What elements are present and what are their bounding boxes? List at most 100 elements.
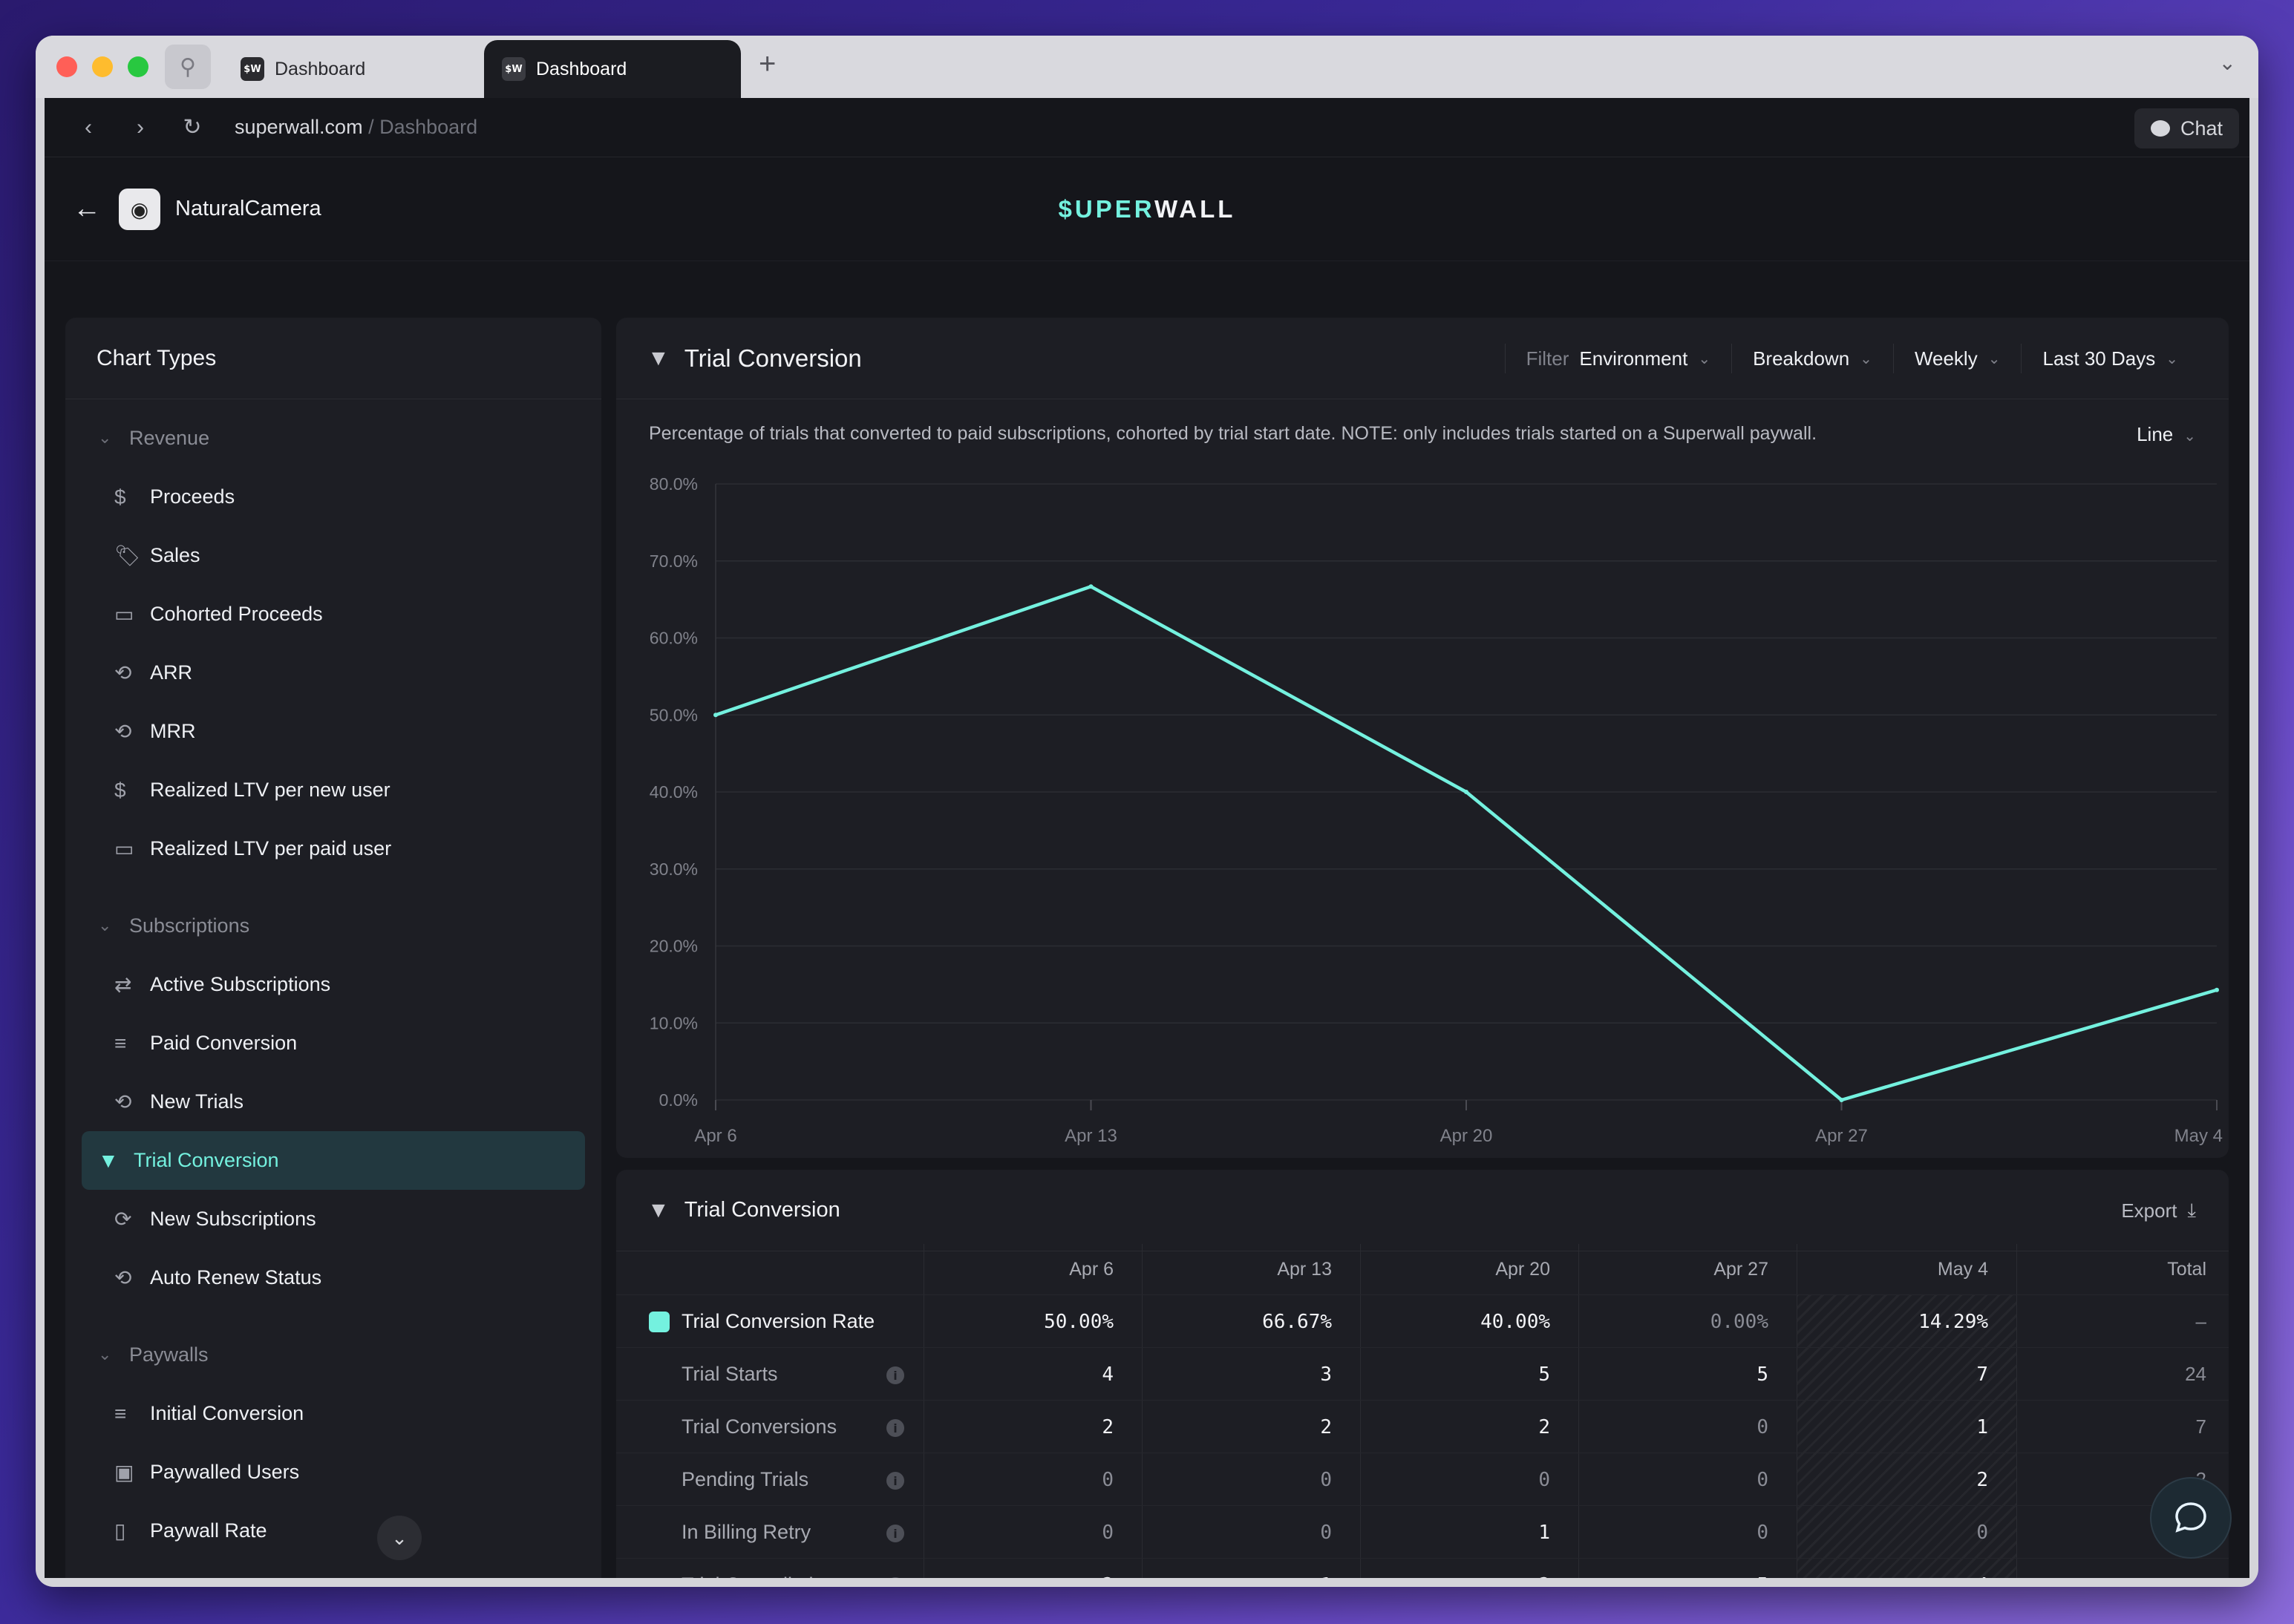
export-label: Export (2121, 1199, 2177, 1222)
sidebar-item-trial-conversion[interactable]: ▼ Trial Conversion (82, 1131, 585, 1190)
column-header[interactable]: Apr 6 (1069, 1258, 1114, 1280)
close-window-button[interactable] (56, 56, 77, 77)
info-icon[interactable]: i (886, 1419, 904, 1437)
table-card: ▼ Trial Conversion Export ⤓ Apr 6 Apr 13 Ap… (616, 1170, 2229, 1578)
filter-value: Environment (1579, 347, 1688, 370)
url-host: superwall.com (235, 116, 363, 138)
sidebar-item-new-subscriptions[interactable]: ⟳ New Subscriptions (82, 1190, 585, 1248)
table-cell: 2 (1102, 1415, 1114, 1438)
column-header[interactable]: May 4 (1937, 1258, 1988, 1280)
sidebar-item-paywall-rate[interactable]: ▯ Paywall Rate (82, 1502, 585, 1560)
sidebar-item-paywalled-users[interactable]: ▣ Paywalled Users (82, 1443, 585, 1502)
sidebar-item-active-subscriptions[interactable]: ⇄ Active Subscriptions (82, 955, 585, 1014)
sidebar-item-proceeds[interactable]: $ Proceeds (82, 468, 585, 526)
sidebar-item-label: Paywall Rate (150, 1519, 267, 1542)
browser-tab-2[interactable]: $W Dashboard (484, 40, 741, 98)
sidebar-group-paywalls[interactable]: ⌄ Paywalls (65, 1325, 601, 1384)
table-cell: 0 (1757, 1415, 1768, 1438)
column-header[interactable]: Apr 20 (1495, 1258, 1550, 1280)
table-cell: 7 (1976, 1363, 1988, 1386)
sidebar-item-auto-renew-status[interactable]: ⟲ Auto Renew Status (82, 1248, 585, 1307)
browser-tab-1[interactable]: $W Dashboard (223, 40, 512, 98)
table-cell: 14 (2013, 1559, 2206, 1578)
sidebar-item-realized-ltv-per-new-user[interactable]: $ Realized LTV per new user (82, 761, 585, 819)
sidebar-item-label: ARR (150, 661, 193, 684)
sidebar-item-icon: ⟲ (114, 720, 132, 743)
table-cell: 0 (1102, 1521, 1114, 1544)
table-cell: 24 (2185, 1363, 2206, 1385)
sidebar-item-label: Trial Conversion (134, 1149, 279, 1171)
chevron-down-icon[interactable]: ⌄ (2218, 51, 2236, 74)
interval-dropdown[interactable]: Weekly ⌄ (1892, 344, 2022, 373)
chart-type-select[interactable]: Line ⌄ (2137, 423, 2196, 446)
chat-label: Chat (2180, 117, 2223, 140)
table-cell: 0 (1320, 1521, 1332, 1544)
brand-rest: WALL (1154, 194, 1236, 223)
sidebar-item-realized-ltv-per-paid-user[interactable]: ▭ Realized LTV per paid user (82, 819, 585, 878)
support-chat-button[interactable] (2150, 1477, 2232, 1559)
tab-label: Dashboard (536, 58, 627, 79)
filter-label: Filter (1526, 347, 1569, 370)
column-header[interactable]: Apr 27 (1713, 1258, 1768, 1280)
sidebar-item-icon: ⟲ (114, 661, 132, 684)
sidebar-item-label: Paid Conversion (150, 1032, 298, 1054)
table-cell: 2 (1357, 1559, 1550, 1579)
camera-app-icon: ◉ (119, 189, 160, 230)
scroll-down-icon[interactable]: ⌄ (377, 1516, 422, 1560)
sidebar-item-mrr[interactable]: ⟲ MRR (82, 702, 585, 761)
chart-card: ▼ Trial Conversion Filter Environment ⌄ Br… (616, 318, 2229, 1158)
table-cell: 4 (1795, 1559, 1988, 1579)
back-nav-icon[interactable]: ‹ (85, 114, 92, 140)
table-row: Trial Starts i 4 3 5 5 7 24 (616, 1347, 2229, 1400)
back-arrow-icon[interactable]: ← (73, 193, 101, 224)
forward-nav-icon[interactable]: › (137, 114, 144, 140)
table-cell: 14.29% (1918, 1310, 1988, 1333)
column-header[interactable]: Apr 13 (1277, 1258, 1332, 1280)
pin-icon[interactable]: ⚲ (165, 45, 211, 89)
sidebar-item-icon: ⟲ (114, 1090, 132, 1113)
export-button[interactable]: Export ⤓ (2121, 1170, 2196, 1251)
sidebar-item-paywall-conversion[interactable]: ▤Paywall Conversion (82, 1560, 585, 1578)
x-tick-label: May 4 (2174, 1126, 2223, 1146)
new-tab-button[interactable]: + (759, 48, 777, 80)
chevron-down-icon: ⌄ (1987, 350, 2001, 367)
column-divider (2016, 1244, 2017, 1578)
chat-button[interactable]: Chat (2134, 108, 2239, 148)
sidebar-item-paid-conversion[interactable]: ≡ Paid Conversion (82, 1014, 585, 1073)
sidebar-item-cohorted-proceeds[interactable]: ▭ Cohorted Proceeds (82, 585, 585, 644)
series-swatch[interactable] (649, 1312, 670, 1332)
x-tick-label: Apr 20 (1440, 1126, 1493, 1146)
sidebar-group-revenue[interactable]: ⌄ Revenue (65, 408, 601, 468)
sidebar-item-new-trials[interactable]: ⟲ New Trials (82, 1073, 585, 1131)
info-icon[interactable]: i (886, 1525, 904, 1542)
filter-dropdown[interactable]: Filter Environment ⌄ (1504, 344, 1732, 373)
y-tick-label: 70.0% (650, 551, 698, 571)
reload-icon[interactable]: ↻ (183, 115, 202, 140)
sidebar-item-label: Auto Renew Status (150, 1266, 322, 1289)
column-header[interactable]: Total (2167, 1258, 2206, 1280)
info-icon[interactable]: i (886, 1472, 904, 1490)
info-icon[interactable]: i (886, 1366, 904, 1384)
sidebar-item-arr[interactable]: ⟲ ARR (82, 644, 585, 702)
app-header: ← ◉ NaturalCamera $UPERWALL (45, 157, 2249, 261)
sidebar-item-sales[interactable]: 🏷 Sales (82, 526, 585, 585)
info-icon[interactable]: i (886, 1577, 904, 1578)
sidebar-item-label: New Subscriptions (150, 1208, 316, 1230)
sidebar-spacer (65, 1307, 601, 1325)
sidebar-item-initial-conversion[interactable]: ≡ Initial Conversion (82, 1384, 585, 1443)
interval-label: Weekly (1914, 347, 1978, 370)
table-cell: 5 (1575, 1559, 1768, 1579)
breakdown-dropdown[interactable]: Breakdown ⌄ (1731, 344, 1893, 373)
minimize-window-button[interactable] (92, 56, 113, 77)
table-cell: 2 (1976, 1468, 1988, 1491)
y-tick-label: 30.0% (650, 860, 698, 879)
maximize-window-button[interactable] (128, 56, 148, 77)
sidebar-group-subscriptions[interactable]: ⌄ Subscriptions (65, 896, 601, 955)
chart-card-header: ▼ Trial Conversion Filter Environment ⌄ Br… (616, 318, 2229, 399)
row-label: Trial Conversions (682, 1415, 837, 1438)
y-tick-label: 10.0% (650, 1013, 698, 1032)
url-field[interactable]: superwall.com / Dashboard (235, 116, 477, 139)
sidebar-item-label: Active Subscriptions (150, 973, 331, 995)
date-range-dropdown[interactable]: Last 30 Days ⌄ (2021, 344, 2199, 373)
table-row: Pending Trialsi000022 (616, 1453, 2229, 1505)
